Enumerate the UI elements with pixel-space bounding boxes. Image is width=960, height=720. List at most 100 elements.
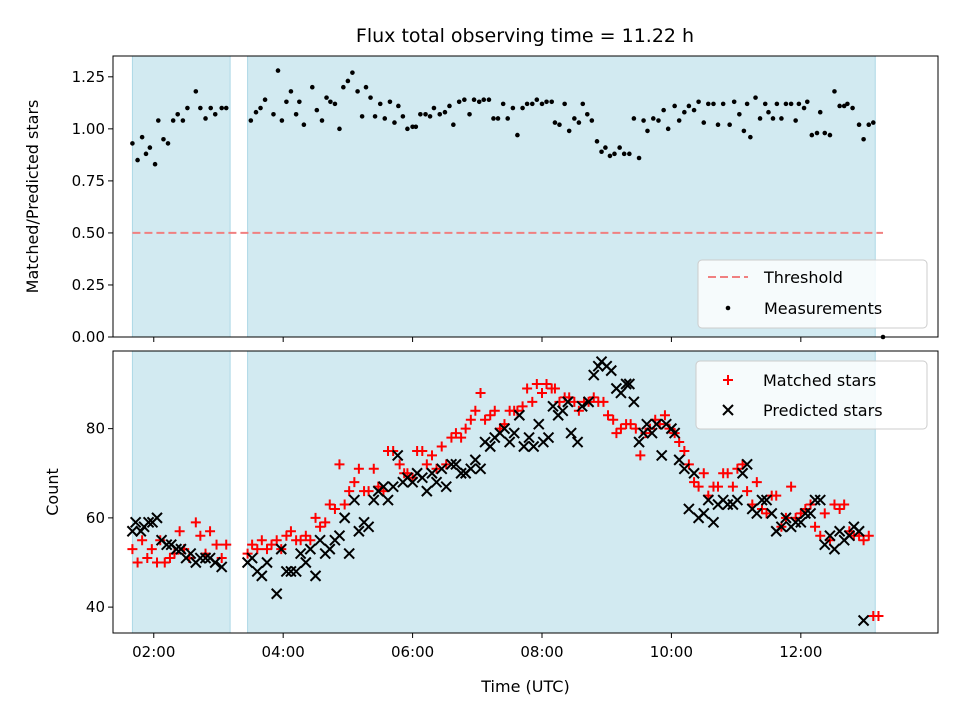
- measurement-point: [809, 132, 815, 138]
- measurement-point: [427, 114, 433, 119]
- measurement-point: [324, 95, 329, 100]
- predicted-star-marker: [576, 400, 588, 413]
- measurement-point: [410, 124, 415, 130]
- measurement-point: [418, 111, 423, 117]
- matched-star-marker: [603, 410, 613, 421]
- measurement-point: [817, 109, 823, 115]
- measurement-point: [337, 126, 342, 132]
- predicted-star-marker: [184, 547, 197, 560]
- predicted-star-marker: [814, 494, 826, 506]
- predicted-star-marker: [280, 565, 293, 578]
- matched-star-marker: [598, 396, 609, 407]
- matched-star-marker: [615, 423, 626, 434]
- measurement-point: [467, 111, 472, 117]
- measurement-point: [319, 118, 325, 123]
- bottom-axes-frame: [112, 350, 939, 634]
- matched-star-marker: [174, 526, 185, 537]
- predicted-star-marker: [760, 494, 773, 506]
- measurement-point: [442, 109, 448, 115]
- matched-star-marker: [285, 526, 296, 537]
- predicted-star-marker: [290, 565, 302, 578]
- measurement-point: [696, 99, 701, 105]
- predicted-star-marker: [170, 543, 183, 555]
- predicted-star-marker: [780, 512, 792, 524]
- legend-matched-swatch: [723, 375, 733, 385]
- predicted-star-marker: [605, 364, 617, 377]
- predicted-star-marker: [547, 400, 559, 413]
- measurement-point: [603, 145, 608, 150]
- measurement-point: [284, 99, 289, 105]
- measurement-point: [866, 122, 872, 127]
- predicted-star-marker: [819, 538, 831, 551]
- measurement-point: [341, 84, 346, 90]
- matched-star-marker: [252, 544, 263, 555]
- measurement-point: [198, 105, 203, 111]
- predicted-star-marker: [756, 494, 768, 506]
- matched-star-marker: [549, 383, 560, 394]
- predicted-star-marker: [702, 494, 715, 506]
- predicted-star-marker: [304, 543, 317, 555]
- bottom-y-axis-ticks: 40 60 80: [86, 420, 113, 616]
- y-tick-label: 80: [86, 420, 105, 438]
- predicted-star-marker: [309, 570, 322, 582]
- bottom-y-axis-label: Count: [43, 468, 62, 516]
- measurement-point: [617, 145, 622, 150]
- measurement-point: [253, 109, 259, 115]
- predicted-star-marker: [673, 454, 685, 466]
- measurement-point: [161, 136, 166, 142]
- measurement-point: [293, 111, 299, 117]
- chart-title: Flux total observing time = 11.22 h: [356, 25, 694, 47]
- predicted-star-marker: [391, 449, 404, 462]
- predicted-star-marker: [615, 387, 627, 399]
- measurement-point: [731, 99, 737, 105]
- measurement-point: [804, 99, 810, 105]
- predicted-star-marker: [353, 525, 365, 537]
- measurement-point: [350, 70, 355, 75]
- measurement-point: [580, 101, 586, 107]
- x-tick-label: 02:00: [132, 643, 175, 661]
- measurement-point: [753, 95, 758, 100]
- matched-star-marker: [324, 499, 335, 510]
- measurement-point: [774, 101, 780, 107]
- predicted-star-marker: [503, 436, 516, 448]
- matched-star-marker: [674, 437, 685, 448]
- predicted-star-marker: [416, 472, 429, 484]
- matched-star-marker: [475, 387, 486, 398]
- matched-star-marker: [295, 535, 306, 546]
- predicted-star-marker: [828, 543, 841, 555]
- matched-star-marker: [211, 539, 222, 550]
- predicted-star-marker: [508, 427, 520, 439]
- predicted-star-marker: [623, 378, 636, 390]
- measurement-point: [589, 118, 595, 123]
- matched-star-marker: [608, 414, 619, 425]
- measurement-point: [481, 97, 487, 103]
- x-tick-label: 06:00: [391, 643, 434, 661]
- measurement-point: [650, 116, 656, 121]
- measurement-point: [793, 118, 798, 123]
- predicted-star-marker: [857, 614, 870, 627]
- measurement-point: [413, 124, 419, 130]
- predicted-star-marker: [731, 494, 744, 506]
- predicted-star-marker: [765, 507, 778, 520]
- measurement-point: [314, 107, 320, 113]
- matched-star-marker: [819, 508, 830, 519]
- top-y-axis-label: Matched/Predicted stars: [23, 100, 42, 294]
- measurement-point: [744, 101, 750, 107]
- matched-star-marker: [810, 521, 821, 532]
- measurement-point: [275, 68, 281, 73]
- measurement-point: [355, 89, 360, 94]
- measurement-point: [345, 78, 351, 84]
- matched-star-marker: [394, 459, 405, 470]
- legend-frame: [697, 259, 928, 329]
- measurement-point: [510, 105, 516, 111]
- measurement-point: [180, 118, 186, 123]
- measurement-point: [621, 151, 627, 157]
- predicted-star-marker: [285, 565, 297, 578]
- y-tick-label: 0.50: [72, 224, 105, 242]
- x-tick-label: 04:00: [262, 643, 305, 661]
- predicted-star-marker: [833, 525, 846, 537]
- predicted-star-marker: [824, 530, 836, 542]
- measurement-point: [447, 103, 452, 109]
- predicted-star-marker: [678, 463, 691, 475]
